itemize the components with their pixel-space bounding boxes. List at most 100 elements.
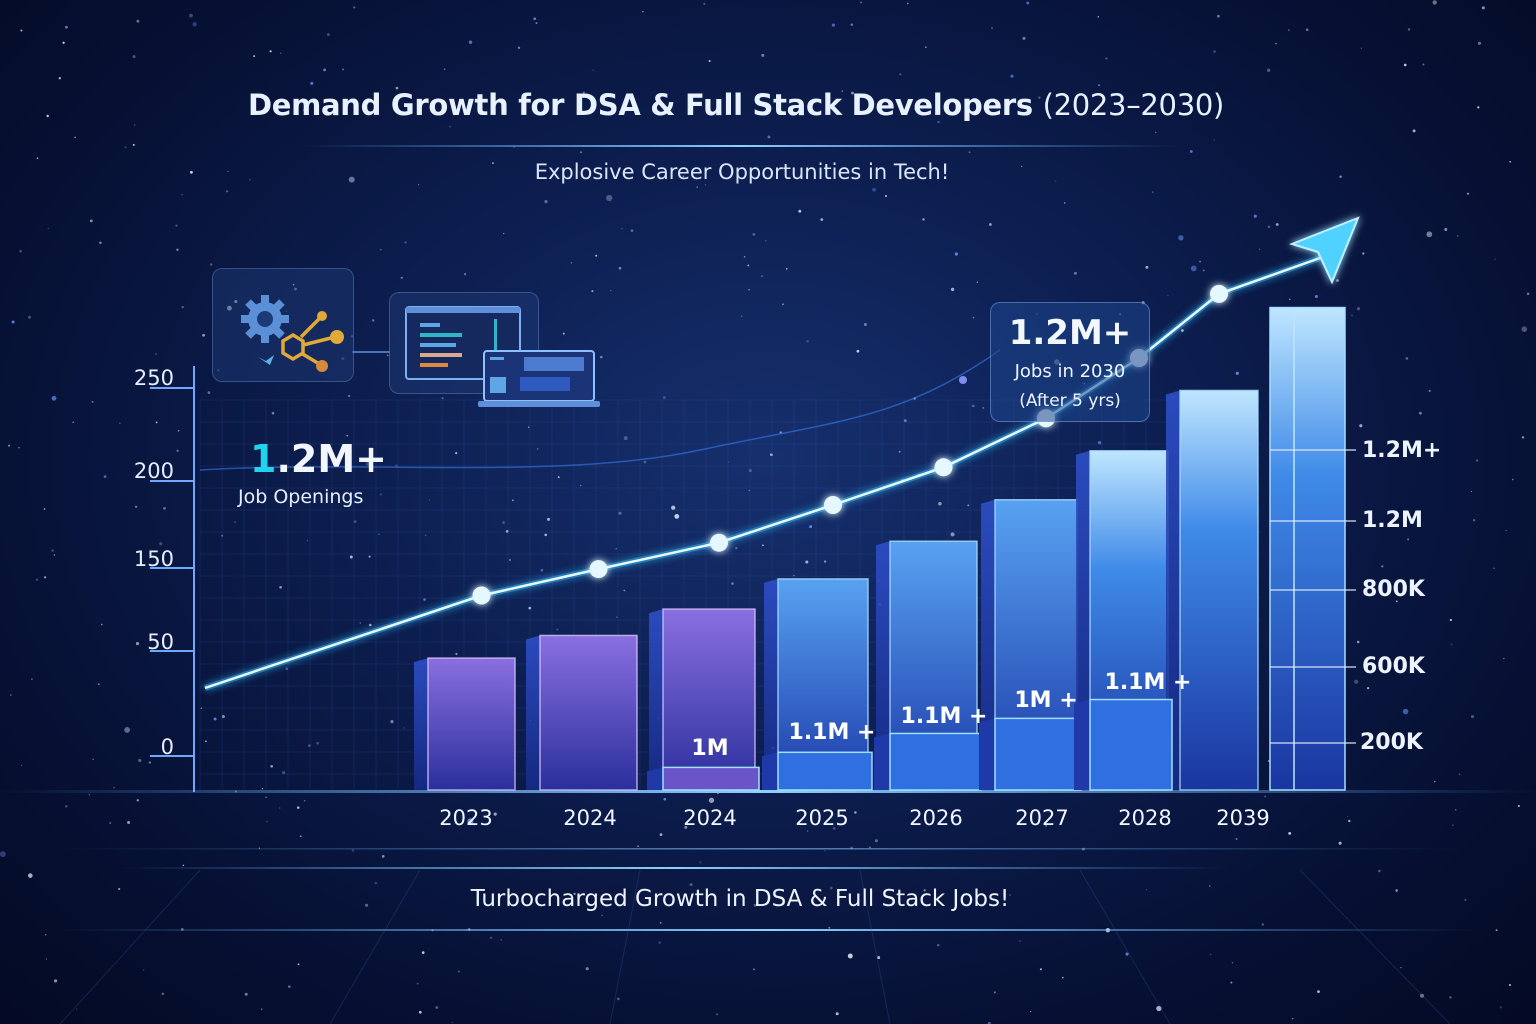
star xyxy=(244,992,248,996)
star xyxy=(323,68,326,72)
star xyxy=(1422,63,1425,66)
star xyxy=(767,135,771,139)
star xyxy=(618,111,621,113)
star xyxy=(642,11,644,13)
star xyxy=(310,81,314,85)
callout-line1: Jobs in 2030 xyxy=(1014,361,1126,382)
star xyxy=(213,717,217,721)
star xyxy=(227,170,229,173)
star xyxy=(1305,28,1309,32)
star xyxy=(265,796,267,799)
left-axis-ticks xyxy=(150,387,194,757)
bar-side xyxy=(876,541,890,790)
star xyxy=(279,52,282,54)
star xyxy=(1362,252,1365,255)
star xyxy=(365,903,369,907)
star xyxy=(269,50,272,53)
star xyxy=(1151,191,1154,193)
star xyxy=(142,969,145,971)
left-tick-label: 150 xyxy=(133,547,174,571)
star xyxy=(546,517,551,521)
star xyxy=(807,830,809,832)
star xyxy=(990,27,994,30)
star xyxy=(1452,824,1454,826)
star xyxy=(297,963,300,966)
star xyxy=(606,194,613,202)
star xyxy=(922,218,925,221)
star xyxy=(967,504,970,507)
star xyxy=(1038,96,1041,99)
star xyxy=(249,179,251,181)
star xyxy=(623,436,628,441)
star xyxy=(403,727,405,729)
star xyxy=(717,792,719,795)
star xyxy=(189,170,193,174)
star xyxy=(1477,106,1480,109)
star xyxy=(752,968,756,971)
right-tick-label: 1.2M xyxy=(1362,508,1423,533)
star xyxy=(58,77,61,80)
kpi-job-openings-label: Job Openings xyxy=(238,486,364,508)
trend-point xyxy=(824,496,842,514)
star xyxy=(424,534,427,537)
star xyxy=(903,419,907,423)
star xyxy=(1267,225,1271,229)
star xyxy=(1450,643,1453,646)
star xyxy=(386,354,389,357)
star xyxy=(177,430,180,432)
star xyxy=(1509,984,1511,986)
star xyxy=(793,574,795,577)
star xyxy=(1470,490,1473,493)
star xyxy=(703,2,706,5)
star xyxy=(841,90,844,92)
star xyxy=(390,719,394,724)
star xyxy=(976,281,979,283)
star xyxy=(505,530,509,533)
star xyxy=(421,951,425,954)
star xyxy=(1213,50,1216,53)
star xyxy=(1366,686,1370,690)
star xyxy=(443,68,446,71)
kpi-value-accent: 1 xyxy=(250,437,277,481)
star xyxy=(1405,357,1409,360)
star xyxy=(113,786,115,789)
bar-value-label: 1M xyxy=(691,736,729,761)
star xyxy=(630,229,634,232)
background-trend-line xyxy=(199,349,1001,471)
footer-band-top xyxy=(60,848,1460,850)
star xyxy=(395,86,399,90)
star xyxy=(1509,160,1512,163)
star xyxy=(579,151,583,154)
star xyxy=(1336,279,1339,282)
star xyxy=(659,921,662,924)
star xyxy=(279,807,281,809)
star xyxy=(134,124,136,126)
star xyxy=(1346,815,1349,818)
x-tick-label: 2025 xyxy=(795,806,849,830)
star xyxy=(674,513,680,519)
trend-line xyxy=(204,256,1321,690)
star xyxy=(181,193,183,196)
star xyxy=(1098,84,1100,87)
star xyxy=(148,761,152,764)
star xyxy=(1230,981,1233,984)
star xyxy=(285,310,287,312)
background-trend-dot xyxy=(959,376,967,384)
star xyxy=(540,568,544,572)
star xyxy=(72,421,74,423)
star xyxy=(369,623,372,627)
star xyxy=(937,120,940,124)
star xyxy=(253,55,256,58)
callout-value: 1.2M+ xyxy=(1008,313,1132,353)
x-tick-label: 2028 xyxy=(1118,806,1172,830)
star xyxy=(770,453,773,457)
star xyxy=(260,1008,263,1011)
star xyxy=(854,811,857,814)
star xyxy=(20,29,23,32)
star xyxy=(643,460,647,464)
star xyxy=(161,992,165,996)
left-tick-label: 200 xyxy=(133,459,174,483)
star xyxy=(1288,29,1290,31)
star xyxy=(1338,841,1342,845)
footer-divider-bottom xyxy=(60,929,1480,931)
